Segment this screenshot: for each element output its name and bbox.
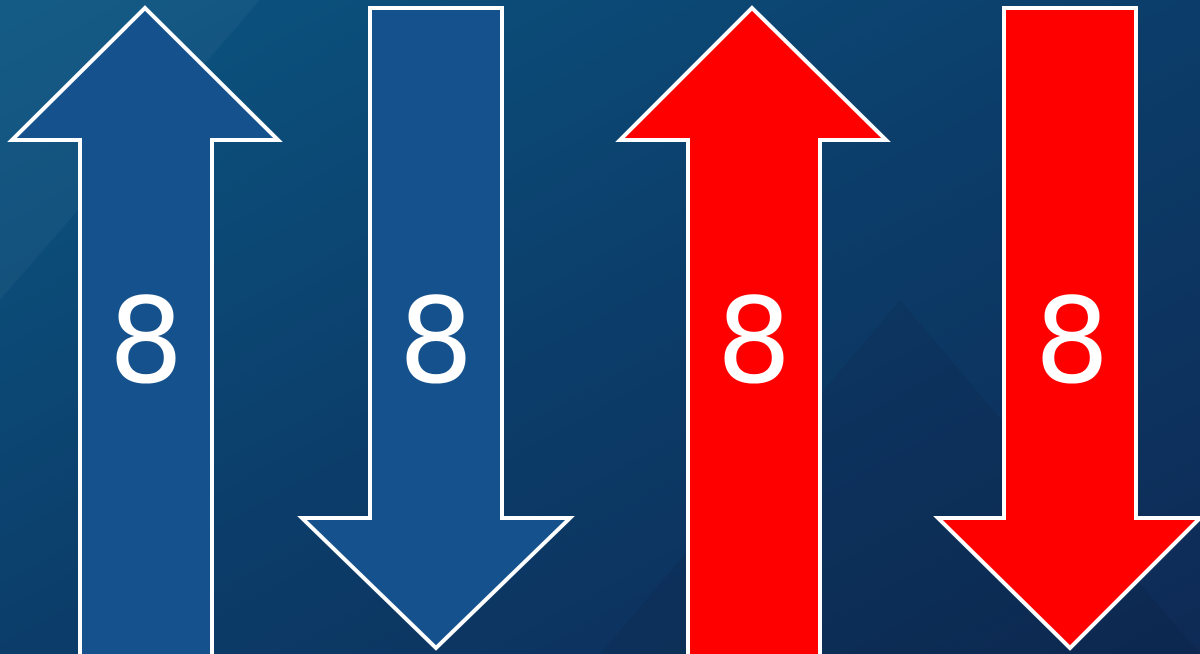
arrow-label: 8 bbox=[398, 272, 473, 410]
up-arrow bbox=[615, 5, 891, 654]
arrow-label: 8 bbox=[1034, 272, 1109, 410]
down-arrow bbox=[297, 6, 575, 651]
arrow-label: 8 bbox=[108, 272, 183, 410]
arrow-label: 8 bbox=[716, 272, 791, 410]
up-arrow bbox=[7, 5, 283, 654]
down-arrow bbox=[933, 6, 1200, 651]
